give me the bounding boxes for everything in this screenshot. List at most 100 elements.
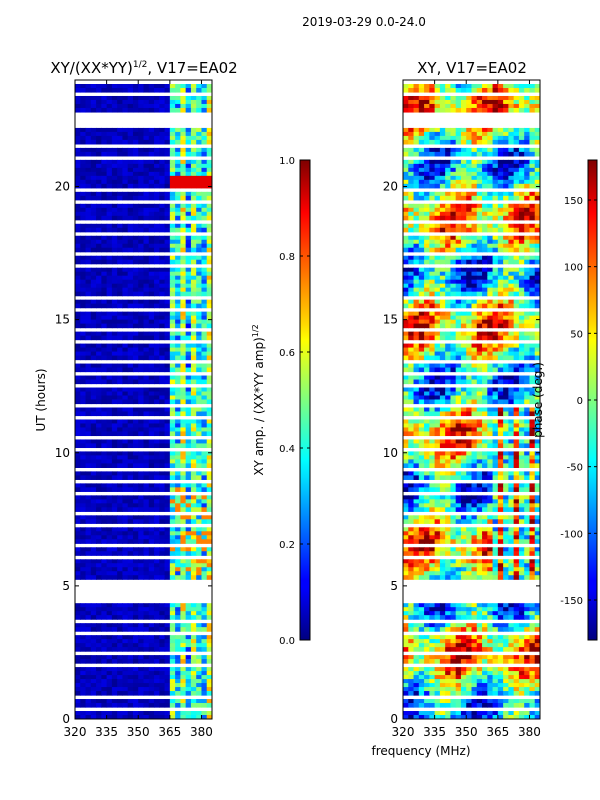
heatmap-cell [106, 107, 113, 113]
heatmap-cell [196, 559, 203, 564]
heatmap-cell [175, 311, 181, 317]
heatmap-cell [132, 563, 139, 568]
heatmap-cell [206, 247, 212, 253]
heatmap-cell [101, 87, 108, 93]
heatmap-cell [445, 387, 452, 393]
heatmap-cell [429, 419, 436, 425]
heatmap-cell [154, 391, 160, 397]
heatmap-cell [111, 643, 118, 648]
heatmap-cell [403, 475, 409, 480]
heatmap-cell [529, 387, 536, 393]
heatmap-cell [529, 271, 536, 277]
heatmap-cell [455, 127, 462, 133]
heatmap-cell [408, 151, 415, 157]
heatmap-cell [154, 715, 160, 719]
heatmap-cell [159, 207, 166, 213]
heatmap-cell [413, 419, 420, 425]
heatmap-cell [80, 423, 87, 429]
heatmap-cell [534, 103, 540, 109]
heatmap-cell [90, 159, 97, 165]
heatmap-cell [169, 175, 176, 181]
heatmap-cell [466, 175, 473, 181]
heatmap-cell [159, 475, 166, 480]
heatmap-cell [524, 159, 531, 165]
heatmap-cell [529, 83, 536, 89]
heatmap-cell [450, 183, 457, 189]
heatmap-cell [196, 431, 203, 437]
heatmap-cell [132, 99, 139, 105]
heatmap-cell [413, 315, 420, 321]
heatmap-cell [106, 131, 113, 137]
figure-suptitle: 2019-03-29 0.0-24.0 [302, 15, 426, 29]
heatmap-cell [90, 235, 97, 241]
heatmap-cell [403, 159, 409, 165]
heatmap-cell [460, 239, 467, 245]
heatmap-cell [101, 103, 108, 109]
heatmap-cell [460, 171, 467, 177]
heatmap-cell [190, 611, 197, 616]
heatmap-cell [106, 247, 113, 253]
heatmap-cell [492, 343, 499, 349]
heatmap-cell [201, 711, 208, 716]
heatmap-cell [101, 639, 108, 644]
heatmap-cell [175, 419, 181, 425]
heatmap-cell [111, 343, 118, 349]
heatmap-cell [429, 171, 436, 177]
heatmap-cell [450, 147, 457, 153]
heatmap-cell [450, 159, 457, 165]
heatmap-cell [122, 207, 129, 213]
heatmap-cell [445, 179, 452, 185]
heatmap-cell [85, 535, 92, 540]
heatmap-cell [169, 423, 176, 429]
heatmap-cell [206, 255, 212, 261]
heatmap-cell [90, 331, 97, 337]
heatmap-cell [503, 379, 509, 385]
heatmap-cell [534, 211, 540, 217]
heatmap-cell [127, 239, 134, 245]
heatmap-cell [487, 191, 494, 197]
heatmap-cell [466, 287, 473, 293]
heatmap-cell [445, 195, 452, 201]
heatmap-cell [159, 255, 166, 261]
heatmap-cell [185, 243, 192, 249]
heatmap-cell [159, 499, 166, 504]
heatmap-cell [471, 195, 478, 201]
heatmap-cell [206, 675, 212, 680]
heatmap-cell [132, 571, 139, 576]
heatmap-cell [138, 331, 145, 337]
heatmap-cell [154, 279, 160, 285]
heatmap-cell [75, 387, 81, 393]
heatmap-cell [529, 427, 536, 433]
heatmap-cell [196, 203, 203, 209]
heatmap-cell [143, 643, 150, 648]
heatmap-cell [424, 455, 430, 461]
heatmap-cell [524, 99, 531, 105]
heatmap-cell [138, 671, 145, 676]
heatmap-cell [434, 175, 441, 181]
heatmap-cell [122, 551, 129, 556]
heatmap-cell [90, 147, 97, 153]
heatmap-cell [418, 395, 425, 401]
heatmap-cell [143, 603, 150, 608]
heatmap-cell [503, 463, 509, 468]
heatmap-cell [497, 411, 504, 417]
heatmap-cell [418, 235, 425, 241]
heatmap-cell [175, 711, 181, 716]
heatmap-cell [169, 379, 176, 385]
heatmap-cell [117, 139, 124, 145]
heatmap-cell [148, 179, 155, 185]
heatmap-cell [138, 151, 145, 157]
heatmap-cell [138, 303, 145, 309]
heatmap-cell [413, 255, 420, 261]
heatmap-cell [413, 191, 420, 197]
heatmap-cell [148, 483, 155, 488]
heatmap-cell [80, 451, 87, 457]
heatmap-cell [164, 395, 171, 401]
heatmap-cell [492, 351, 499, 357]
heatmap-cell [122, 487, 129, 492]
heatmap-cell [534, 311, 540, 317]
heatmap-cell [476, 107, 483, 113]
heatmap-cell [471, 347, 478, 353]
heatmap-cell [513, 207, 520, 213]
heatmap-cell [106, 239, 113, 245]
